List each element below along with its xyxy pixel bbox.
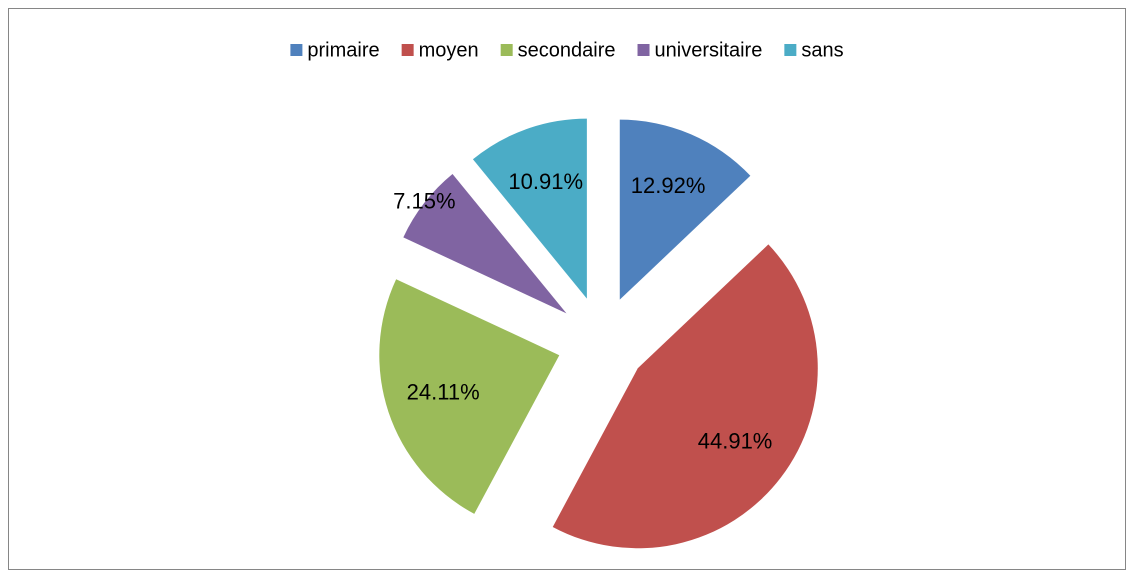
data-label: 7.15% (393, 189, 455, 214)
legend-label: primaire (307, 39, 379, 61)
legend-label: sans (801, 39, 843, 61)
legend-label: universitaire (655, 39, 763, 61)
legend-swatch (290, 44, 303, 56)
pie-slice (379, 279, 560, 514)
data-label: 10.91% (508, 169, 583, 194)
legend-swatch (637, 44, 650, 56)
pie-slice (472, 118, 587, 299)
data-label: 12.92% (631, 173, 706, 198)
legend-label: secondaire (518, 39, 616, 61)
legend-swatch (401, 44, 414, 56)
legend-label: moyen (419, 39, 479, 61)
chart-border (8, 8, 1126, 570)
pie-slice (552, 244, 818, 549)
legend-swatch (784, 44, 797, 56)
pie-slice (403, 174, 567, 314)
data-label: 44.91% (698, 428, 773, 453)
legend-swatch (500, 44, 513, 56)
data-label: 24.11% (407, 380, 480, 405)
pie-slice (619, 119, 751, 300)
